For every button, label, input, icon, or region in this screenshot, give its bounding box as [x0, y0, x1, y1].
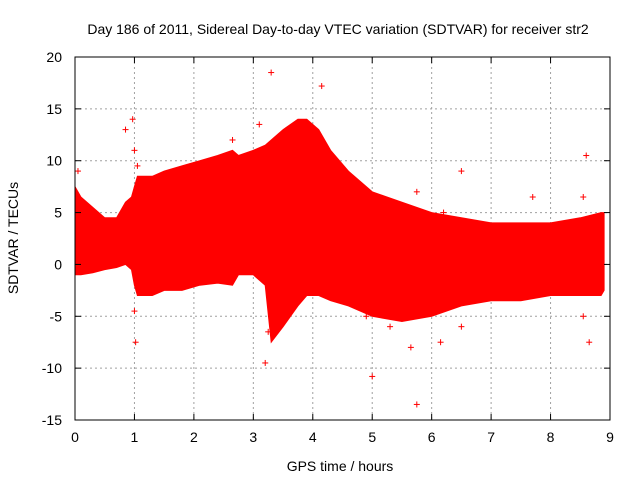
y-axis: -15 -10 -5 0 5 10 15 20: [42, 49, 610, 428]
data-point: [458, 323, 465, 330]
x-tick-label: 8: [547, 429, 555, 445]
data-point: [262, 359, 269, 366]
data-point: [318, 83, 325, 90]
data-point: [372, 194, 379, 201]
y-tick-label: 20: [46, 49, 62, 65]
data-point: [413, 401, 420, 408]
x-tick-label: 7: [487, 429, 495, 445]
y-tick-label: 10: [46, 153, 62, 169]
data-point: [265, 328, 272, 335]
y-tick-label: 0: [54, 256, 62, 272]
data-point: [413, 188, 420, 195]
y-tick-label: 15: [46, 101, 62, 117]
x-tick-label: 4: [309, 429, 317, 445]
data-point: [529, 194, 536, 201]
data-point: [583, 152, 590, 159]
data-point: [440, 209, 447, 216]
x-tick-label: 1: [131, 429, 139, 445]
data-point: [134, 162, 141, 169]
data-point: [131, 308, 138, 315]
y-tick-label: -10: [42, 360, 62, 376]
series-band: [74, 118, 605, 344]
data-point: [387, 323, 394, 330]
data-layer: [74, 69, 605, 408]
data-point: [122, 126, 129, 133]
x-tick-label: 3: [249, 429, 257, 445]
data-point: [586, 339, 593, 346]
data-point: [363, 313, 370, 320]
x-tick-label: 5: [368, 429, 376, 445]
plot-frame: [74, 56, 611, 421]
data-point: [458, 168, 465, 175]
data-point: [129, 116, 136, 123]
x-tick-label: 2: [190, 429, 198, 445]
data-point: [268, 69, 275, 76]
x-axis-title: GPS time / hours: [287, 458, 394, 474]
data-point: [229, 136, 236, 143]
data-point: [132, 339, 139, 346]
chart-title: Day 186 of 2011, Sidereal Day-to-day VTE…: [87, 21, 589, 37]
x-tick-label: 6: [428, 429, 436, 445]
y-tick-label: 5: [54, 205, 62, 221]
x-axis: 0 1 2 3 4 5 6 7 8 9: [71, 57, 614, 445]
x-tick-label: 0: [71, 429, 79, 445]
y-tick-label: -15: [42, 412, 62, 428]
y-tick-label: -5: [50, 308, 63, 324]
data-point: [437, 339, 444, 346]
data-point: [256, 121, 263, 128]
data-point: [580, 313, 587, 320]
y-axis-title: SDTVAR / TECUs: [5, 182, 21, 294]
data-point: [131, 147, 138, 154]
data-point: [74, 168, 81, 175]
x-tick-label: 9: [606, 429, 614, 445]
data-point: [369, 373, 376, 380]
data-point: [407, 344, 414, 351]
data-point: [580, 194, 587, 201]
